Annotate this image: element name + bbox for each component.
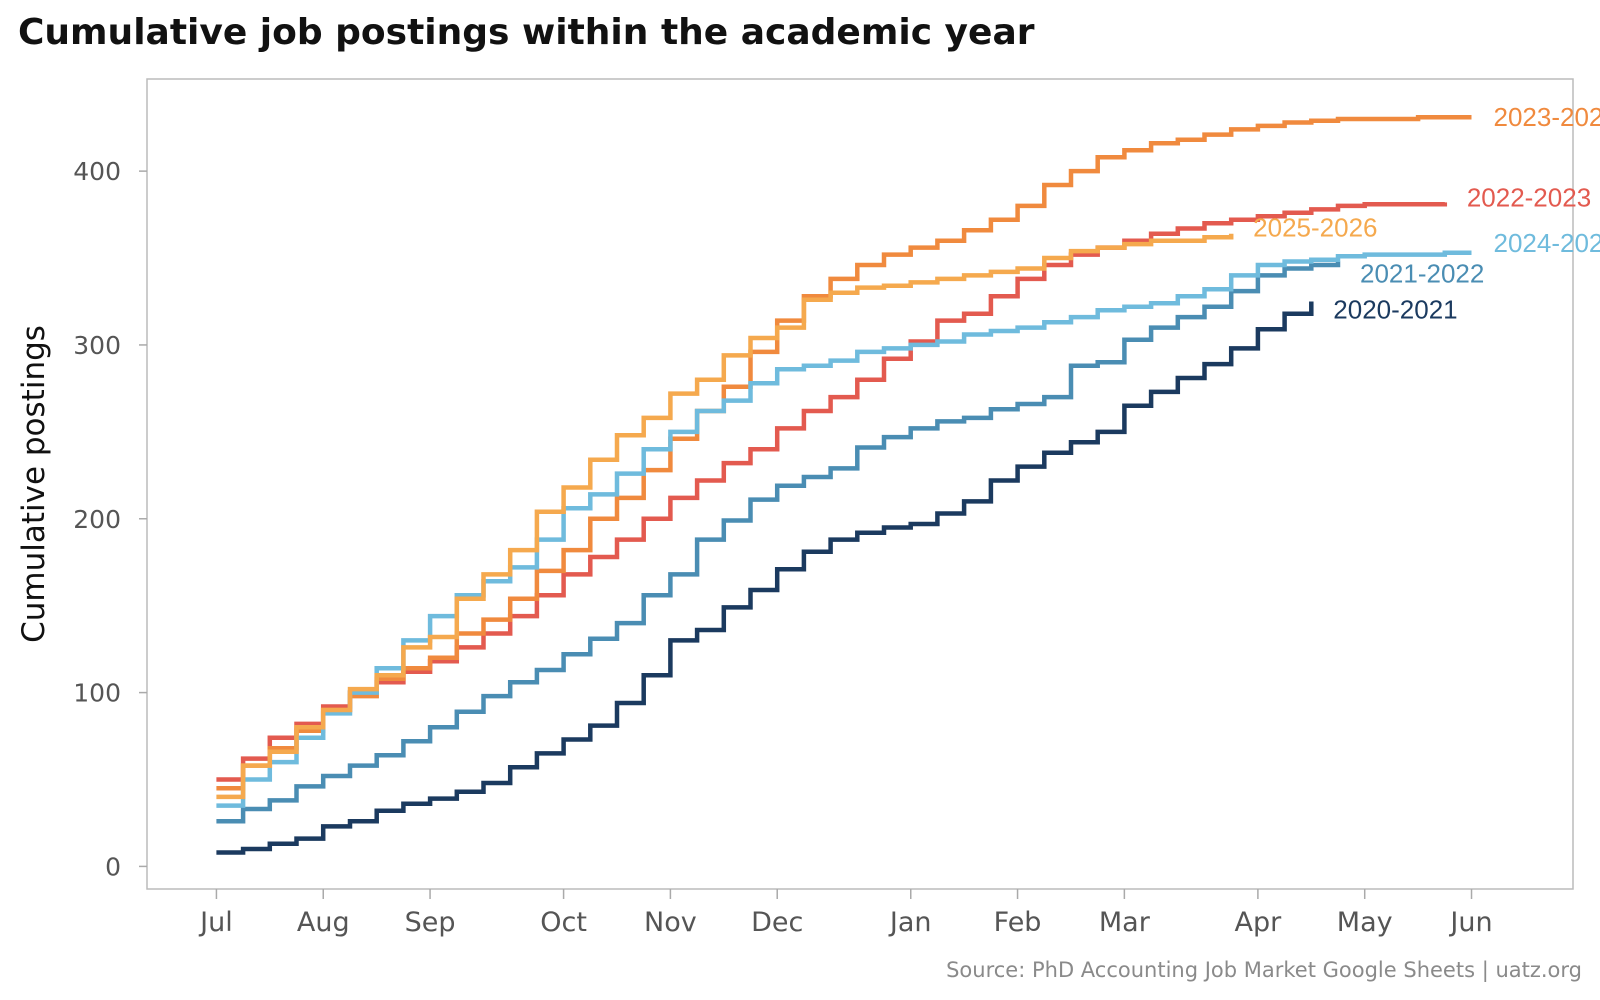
series-line-2025-2026 — [216, 233, 1234, 800]
series-label-2022-2023: 2022-2023 — [1467, 182, 1591, 212]
series-label-2025-2026: 2025-2026 — [1253, 213, 1377, 243]
axes: 0 100 200 300 400 Jul Aug Sep Oct Nov Dec Jan Feb Mar… — [73, 157, 1492, 938]
x-tick-label: Nov — [644, 907, 697, 938]
x-tick-label: Dec — [751, 907, 803, 938]
y-tick-label: 200 — [73, 505, 121, 534]
series-lines — [216, 114, 1472, 855]
x-tick-label: Feb — [994, 907, 1042, 938]
y-tick-label: 400 — [73, 157, 121, 186]
x-tick-label: Jan — [888, 907, 932, 938]
series-line-2020-2021 — [216, 301, 1314, 855]
x-tick-label: May — [1337, 907, 1393, 938]
y-tick-label: 300 — [73, 331, 121, 360]
x-tick-label: Jul — [198, 907, 233, 938]
x-tick-label: Sep — [405, 907, 456, 938]
x-tick-label: Mar — [1099, 907, 1151, 938]
x-tick-label: Aug — [297, 907, 350, 938]
series-label-2023-2024: 2023-2024 — [1494, 102, 1600, 132]
series-labels: 2023-2024 2022-2023 2025-2026 2024-2025 2021… — [1253, 102, 1600, 324]
series-label-2020-2021: 2020-2021 — [1333, 294, 1457, 324]
x-tick-label: Jun — [1448, 907, 1492, 938]
series-label-2024-2025: 2024-2025 — [1494, 228, 1600, 258]
series-line-2022-2023 — [216, 201, 1448, 782]
source-note: Source: PhD Accounting Job Market Google… — [946, 958, 1582, 982]
y-tick-label: 0 — [105, 852, 121, 881]
series-line-2024-2025 — [216, 250, 1472, 808]
y-tick-label: 100 — [73, 679, 121, 708]
series-line-2021-2022 — [216, 261, 1341, 824]
chart-title: Cumulative job postings within the acade… — [18, 12, 1035, 53]
x-tick-label: Oct — [540, 907, 587, 938]
plot-frame — [146, 78, 1574, 890]
x-tick-label: Apr — [1235, 907, 1283, 938]
series-label-2021-2022: 2021-2022 — [1360, 259, 1484, 289]
y-axis-label: Cumulative postings — [16, 325, 52, 643]
